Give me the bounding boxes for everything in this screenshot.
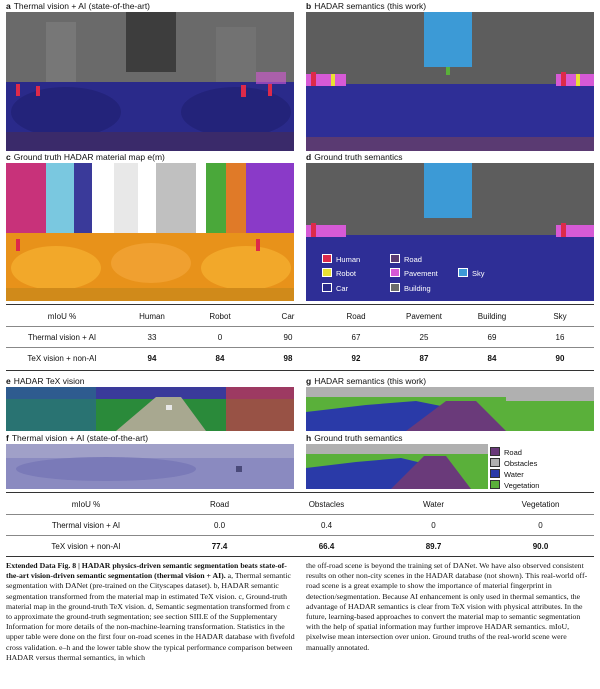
legend-swatch — [390, 254, 400, 263]
table2-header-cell: Road — [166, 494, 273, 515]
table2-header-row: mIoU % Road Obstacles Water Vegetation — [6, 494, 594, 515]
legend-item-building: Building — [390, 283, 431, 294]
table-cell: 89.7 — [425, 541, 442, 551]
table1-header-cell: Human — [118, 306, 186, 327]
table-row: Thermal vision + AI 33 0 90 67 25 69 16 — [6, 326, 594, 348]
legend-item-obstacles: Obstacles — [490, 458, 590, 469]
table1-header-cell: Pavement — [390, 306, 458, 327]
table-cell: 94 — [147, 353, 157, 363]
table1-bottom-rule — [6, 370, 594, 371]
panel-d-image — [306, 163, 594, 301]
panel-g-label: g HADAR semantics (this work) — [306, 376, 427, 386]
legend-swatch — [390, 283, 400, 292]
table2-top-rule — [6, 492, 594, 493]
legend-item-human: Human — [322, 254, 360, 265]
table-cell: 0.0 — [166, 514, 273, 536]
table-cell: 16 — [526, 326, 594, 348]
table1-header-cell: Building — [458, 306, 526, 327]
legend-swatch — [490, 458, 500, 467]
caption-title: Extended Data Fig. 8 | HADAR physics-dri… — [6, 561, 287, 581]
legend-item-road: Road — [490, 447, 590, 458]
legend-item-pavement: Pavement — [390, 268, 438, 279]
caption-left-text: a, Thermal semantic segmentation with DA… — [6, 571, 295, 662]
panel-b-image — [306, 12, 594, 151]
legend-swatch — [458, 268, 468, 277]
table2-header-cell: Vegetation — [487, 494, 594, 515]
legend-swatch — [322, 268, 332, 277]
table-cell: 84 — [215, 353, 225, 363]
panel-a-label: a Thermal vision + AI (state-of-the-art) — [6, 1, 151, 11]
table-cell: 25 — [390, 326, 458, 348]
table2-header-cell: mIoU % — [6, 494, 166, 515]
panel-g-image — [306, 387, 594, 431]
table-cell: 98 — [283, 353, 293, 363]
table-cell: 0 — [487, 514, 594, 536]
table1-header-cell: Robot — [186, 306, 254, 327]
table1-header-cell: Sky — [526, 306, 594, 327]
row-label: TeX vision + non-AI — [27, 353, 97, 363]
panel-b-label: b HADAR semantics (this work) — [306, 1, 427, 11]
legend-item-robot: Robot — [322, 268, 356, 279]
table-cell: 92 — [351, 353, 361, 363]
figure-caption-right: the off-road scene is beyond the trainin… — [306, 561, 594, 653]
caption-right-text: the off-road scene is beyond the trainin… — [306, 561, 588, 652]
table-cell: 0 — [186, 326, 254, 348]
table2: mIoU % Road Obstacles Water Vegetation T… — [6, 494, 594, 556]
table-row: TeX vision + non-AI 94 84 98 92 87 84 90 — [6, 348, 594, 369]
legend-item-road: Road — [390, 254, 422, 265]
table-row: Thermal vision + AI 0.0 0.4 0 0 — [6, 514, 594, 536]
panel-a-image — [6, 12, 294, 151]
table2-header-cell: Water — [380, 494, 487, 515]
table-cell: 69 — [458, 326, 526, 348]
legend-swatch — [490, 469, 500, 478]
table-cell: 90 — [555, 353, 565, 363]
panel-e-image — [6, 387, 294, 431]
legend-swatch — [322, 283, 332, 292]
legend-swatch — [490, 447, 500, 456]
legend-swatch — [322, 254, 332, 263]
legend-item-car: Car — [322, 283, 348, 294]
table1-header-cell: Road — [322, 306, 390, 327]
table2-bottom-rule — [6, 556, 594, 557]
row-label: Thermal vision + AI — [6, 326, 118, 348]
table-cell: 67 — [322, 326, 390, 348]
table1-header-cell: mIoU % — [6, 306, 118, 327]
table-cell: 90.0 — [532, 541, 549, 551]
table1: mIoU % Human Robot Car Road Pavement Bui… — [6, 306, 594, 368]
legend-swatch — [390, 268, 400, 277]
panel-d-label: d Ground truth semantics — [306, 152, 403, 162]
panel-c-label: c Ground truth HADAR material map e(m) — [6, 152, 165, 162]
table1-header-cell: Car — [254, 306, 322, 327]
table1-header-row: mIoU % Human Robot Car Road Pavement Bui… — [6, 306, 594, 327]
row-label: TeX vision + non-AI — [51, 541, 121, 551]
legend-item-water: Water — [490, 469, 590, 480]
table-cell: 77.4 — [211, 541, 228, 551]
table-cell: 66.4 — [318, 541, 335, 551]
legend-item-sky: Sky — [458, 268, 485, 279]
figure-caption-left: Extended Data Fig. 8 | HADAR physics-dri… — [6, 561, 296, 663]
panel-c-image — [6, 163, 294, 301]
panel-h-label: h Ground truth semantics — [306, 433, 403, 443]
panel-f-label: f Thermal vision + AI (state-of-the-art) — [6, 433, 149, 443]
table1-top-rule — [6, 304, 594, 305]
table-cell: 33 — [118, 326, 186, 348]
table2-header-cell: Obstacles — [273, 494, 380, 515]
table-cell: 87 — [419, 353, 429, 363]
legend-item-vegetation: Vegetation — [490, 480, 590, 491]
row-label: Thermal vision + AI — [6, 514, 166, 536]
panel-h-image — [306, 444, 488, 489]
panel-f-image — [6, 444, 294, 489]
table-cell: 0 — [380, 514, 487, 536]
legend-offroad: Road Obstacles Water Vegetation — [490, 447, 590, 497]
table-cell: 90 — [254, 326, 322, 348]
table-cell: 0.4 — [273, 514, 380, 536]
table-cell: 84 — [487, 353, 497, 363]
table-row: TeX vision + non-AI 77.4 66.4 89.7 90.0 — [6, 536, 594, 557]
legend-swatch — [490, 480, 500, 489]
panel-e-label: e HADAR TeX vision — [6, 376, 85, 386]
